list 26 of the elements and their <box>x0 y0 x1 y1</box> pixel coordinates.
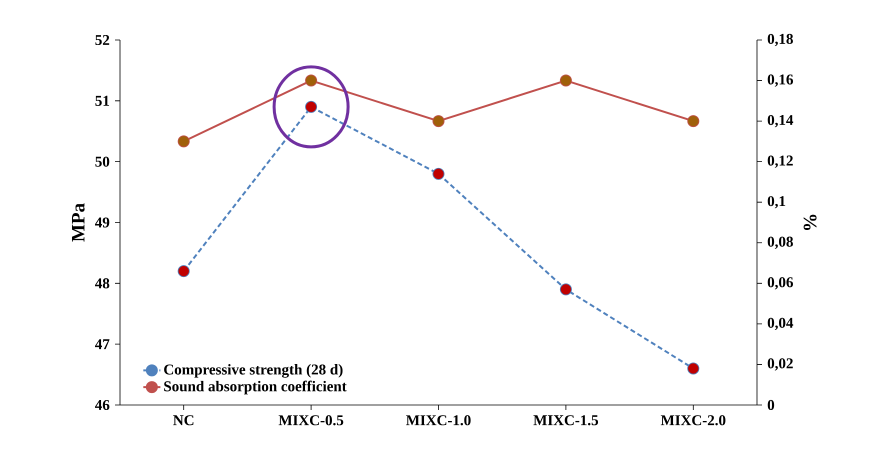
y2-tick-label: 0,06 <box>768 277 793 290</box>
x-tick-label: MIXC-0.5 <box>278 415 344 426</box>
y2-axis-title: % <box>804 214 817 230</box>
y2-tick-label: 0,02 <box>768 358 793 371</box>
y2-tick-label: 0,08 <box>768 236 793 249</box>
y2-tick-label: 0,04 <box>768 318 794 330</box>
y-tick-label: 46 <box>95 400 110 410</box>
y2-tick-label: 0,16 <box>768 74 793 87</box>
y-axis-title: MPa <box>72 203 85 242</box>
y-tick-label: 49 <box>95 217 110 228</box>
y2-tick-label: 0,12 <box>768 156 793 168</box>
x-tick-label: MIXC-1.5 <box>533 415 598 426</box>
y-tick-label: 52 <box>95 34 110 46</box>
y-tick-label: 47 <box>95 339 110 350</box>
y2-tick-label: 0,14 <box>768 114 794 128</box>
y-tick-label: 50 <box>95 156 110 167</box>
y-tick-label: 48 <box>95 278 110 288</box>
y2-tick-label: 0 <box>768 400 774 410</box>
legend-label: Compressive strength (28 d) <box>164 364 343 378</box>
y-tick-label: 51 <box>95 96 110 106</box>
x-tick-label: MIXC-1.0 <box>406 415 471 426</box>
x-tick-label: MIXC-2.0 <box>660 415 726 426</box>
legend-label: Sound absorption coefficient <box>164 380 347 394</box>
x-tick-label: NC <box>173 415 194 426</box>
y2-tick-label: 0,18 <box>768 34 793 46</box>
y2-tick-label: 0,1 <box>768 196 786 208</box>
